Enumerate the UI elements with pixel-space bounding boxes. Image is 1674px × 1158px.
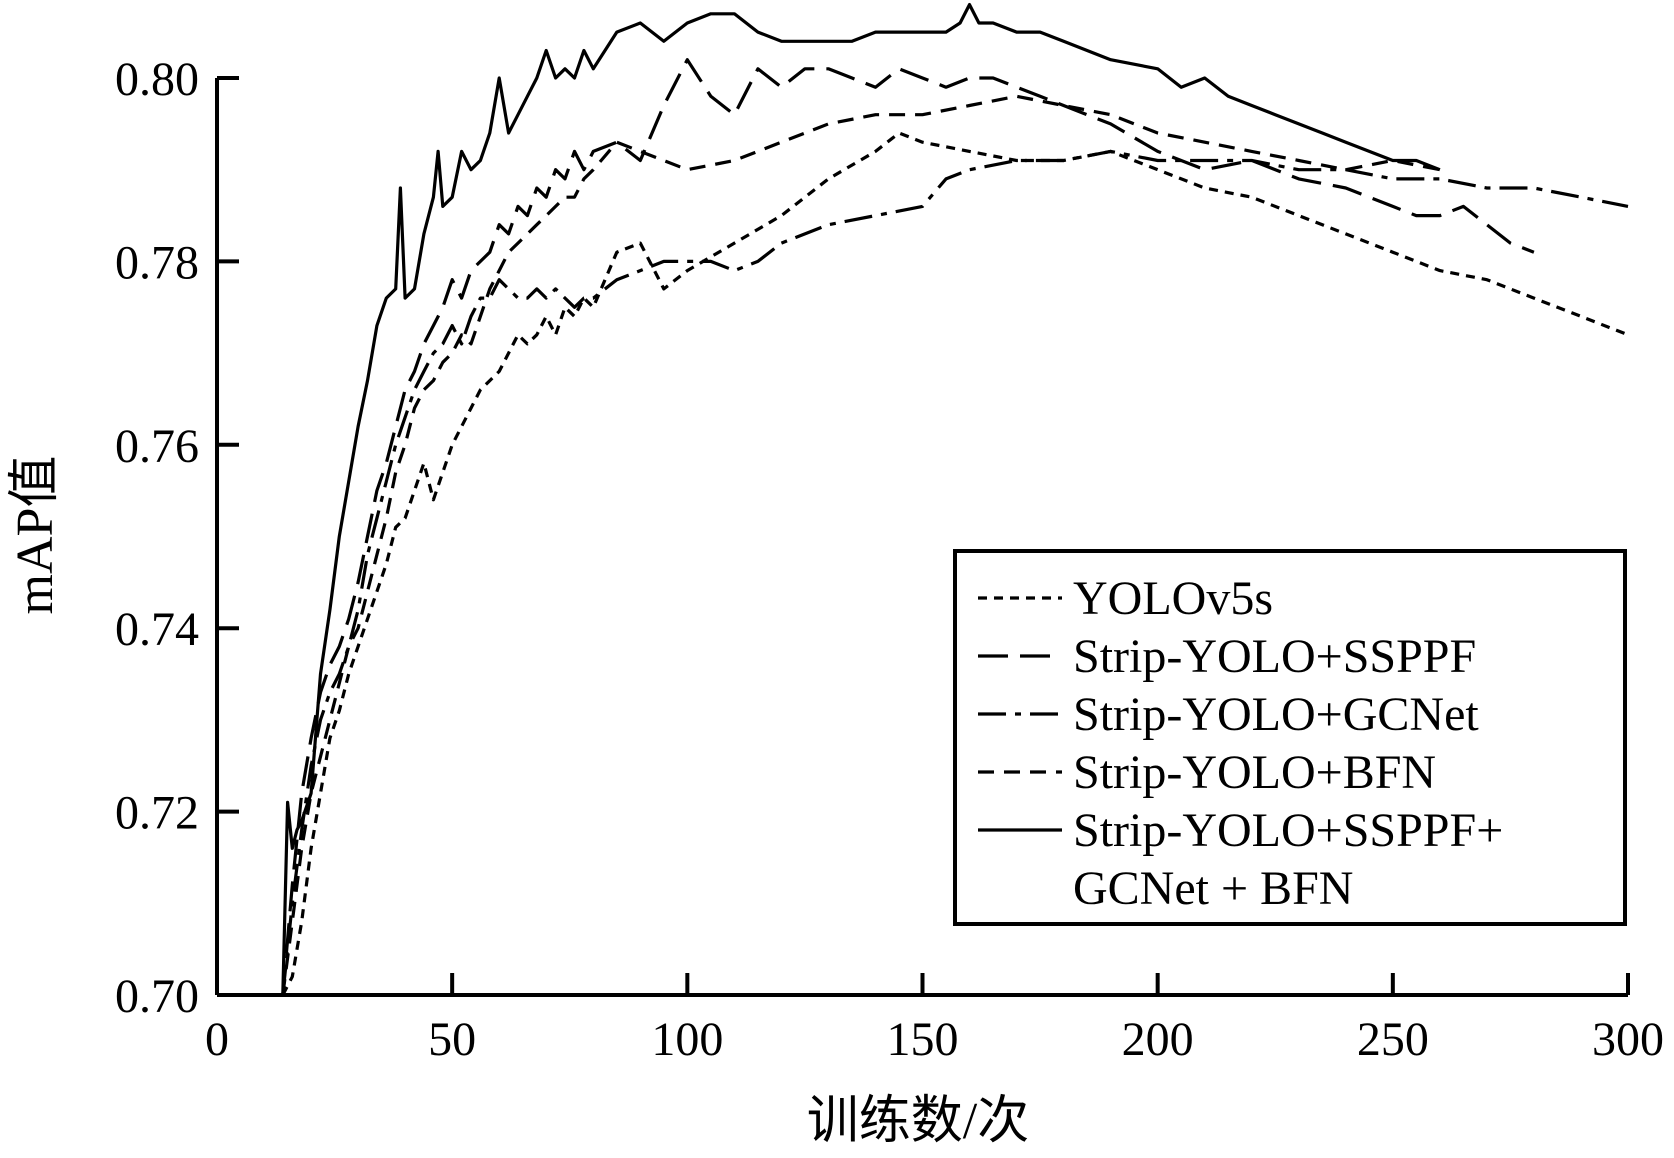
y-tick-label: 0.76: [115, 420, 199, 473]
legend-label-2: Strip-YOLO+SSPPF: [1073, 630, 1476, 683]
y-tick-label: 0.78: [115, 236, 199, 289]
series-line-1: [281, 131, 1629, 996]
legend: YOLOv5sStrip-YOLO+SSPPFStrip-YOLO+GCNetS…: [953, 549, 1627, 926]
x-tick-label: 200: [1122, 1013, 1194, 1066]
x-tick-label: 0: [205, 1013, 229, 1066]
legend-box: [953, 549, 1627, 926]
y-tick-label: 0.70: [115, 970, 199, 1023]
x-tick-label: 300: [1592, 1013, 1664, 1066]
legend-label-5: GCNet + BFN: [1073, 862, 1353, 915]
legend-items: YOLOv5sStrip-YOLO+SSPPFStrip-YOLO+GCNetS…: [978, 572, 1503, 915]
axes: [215, 76, 1630, 997]
legend-label-3: Strip-YOLO+GCNet: [1073, 688, 1479, 741]
y-axis-title: mAP值: [7, 456, 64, 615]
series-layer: [281, 2, 1629, 996]
x-tick-label: 250: [1357, 1013, 1429, 1066]
series-line-3: [281, 149, 1629, 996]
legend-label-1: YOLOv5s: [1073, 572, 1273, 625]
x-tick-label: 50: [428, 1013, 476, 1066]
x-axis-title: 训练数/次: [807, 1093, 1029, 1150]
legend-label-4: Strip-YOLO+BFN: [1073, 746, 1436, 799]
x-tick-label: 150: [887, 1013, 959, 1066]
y-tick-label: 0.74: [115, 603, 199, 656]
y-tick-label: 0.80: [115, 53, 199, 106]
y-tick-label: 0.72: [115, 787, 199, 840]
series-line-2: [281, 58, 1535, 996]
tick-labels: 0 50 100 150 200 250 300 0.70 0.72 0.74 0.76 0.78 0.…: [115, 53, 1664, 1066]
legend-label-5: Strip-YOLO+SSPPF+: [1073, 804, 1503, 857]
series-line-5: [281, 2, 1441, 996]
series-line-4: [281, 94, 1441, 996]
x-tick-label: 100: [651, 1013, 723, 1066]
